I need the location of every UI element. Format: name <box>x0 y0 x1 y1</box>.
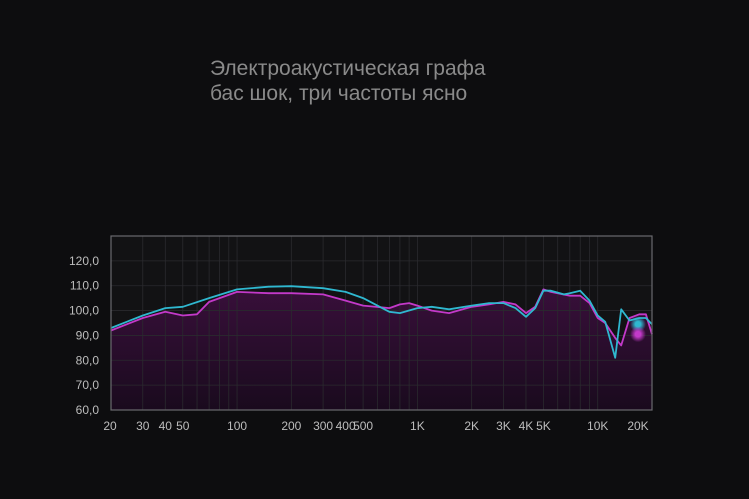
y-tick-label: 100,0 <box>69 304 99 318</box>
series-end-markers <box>630 316 646 343</box>
chart-title-line-2: бас шок, три частоты ясно <box>210 82 468 105</box>
x-tick-label: 5K <box>536 419 551 433</box>
x-tick-label: 50 <box>176 419 190 433</box>
x-tick-label: 20K <box>627 419 648 433</box>
chart-title-line-1: Электроакустическая графа <box>210 57 486 80</box>
y-tick-label: 90,0 <box>76 328 100 342</box>
x-tick-label: 500 <box>353 419 373 433</box>
x-tick-label: 400 <box>336 419 356 433</box>
x-tick-label: 100 <box>227 419 247 433</box>
series-end-marker-2 <box>635 331 641 338</box>
plot-area-border <box>110 235 653 411</box>
y-tick-label: 70,0 <box>76 378 100 392</box>
y-tick-label: 120,0 <box>69 254 99 268</box>
series-line-1 <box>110 285 653 359</box>
x-tick-label: 200 <box>281 419 301 433</box>
series-lines <box>110 285 653 359</box>
x-tick-label: 20 <box>103 419 117 433</box>
y-tick-label: 60,0 <box>76 403 100 417</box>
series-end-marker-1 <box>635 321 641 328</box>
x-tick-label: 10K <box>587 419 608 433</box>
x-tick-label: 300 <box>313 419 333 433</box>
x-tick-label: 4K <box>519 419 534 433</box>
response-area-fill <box>111 289 652 410</box>
chart-title: Электроакустическая графа бас шок, три ч… <box>210 56 486 106</box>
x-tick-label: 30 <box>136 419 150 433</box>
x-tick-label: 40 <box>159 419 173 433</box>
x-tick-label: 2K <box>464 419 479 433</box>
y-axis-ticks: 60,0 70,0 80,0 90,0 100,0 110,0 120,0 <box>69 254 99 417</box>
x-tick-label: 1K <box>410 419 425 433</box>
grid <box>111 236 652 410</box>
y-tick-label: 110,0 <box>70 279 99 293</box>
y-tick-label: 80,0 <box>76 353 100 367</box>
x-tick-label: 3K <box>496 419 511 433</box>
